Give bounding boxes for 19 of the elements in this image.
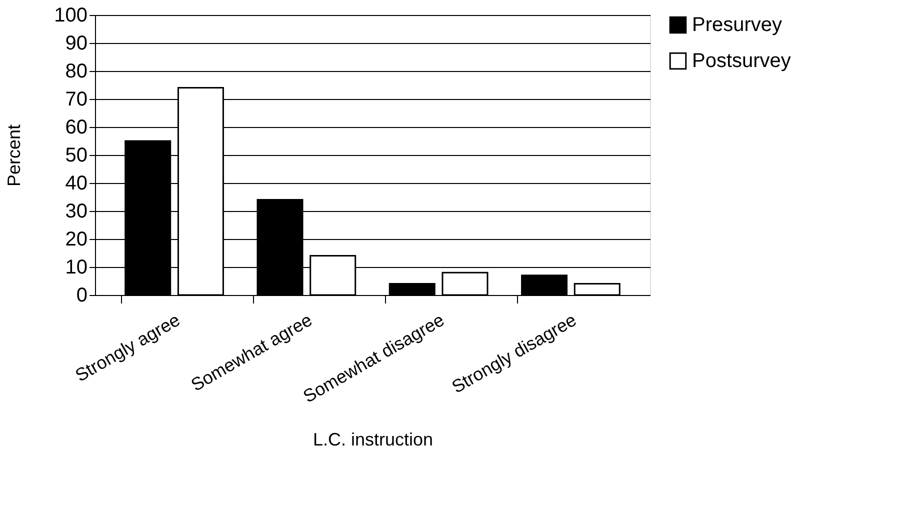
- y-axis-title: Percent: [4, 124, 24, 187]
- bar: [442, 272, 488, 296]
- x-axis-title: L.C. instruction: [312, 430, 434, 450]
- bar: [574, 283, 620, 296]
- y-tick-label: 60: [65, 116, 88, 138]
- legend-label: Postsurvey: [692, 50, 791, 72]
- bar: [521, 274, 568, 296]
- y-tick-label: 90: [65, 32, 88, 54]
- y-tick-label: 100: [54, 4, 88, 26]
- y-tick-label: 80: [65, 60, 88, 82]
- y-tick-label: 0: [76, 284, 88, 306]
- y-tick-label: 20: [65, 228, 88, 250]
- y-tick-label: 70: [65, 88, 88, 110]
- y-tick-label: 10: [65, 256, 88, 278]
- legend-label: Presurvey: [692, 14, 782, 36]
- y-tick-label: 50: [65, 144, 88, 166]
- bar: [388, 283, 436, 296]
- y-tick-label: 40: [65, 172, 88, 194]
- y-tick-label: 30: [65, 200, 88, 222]
